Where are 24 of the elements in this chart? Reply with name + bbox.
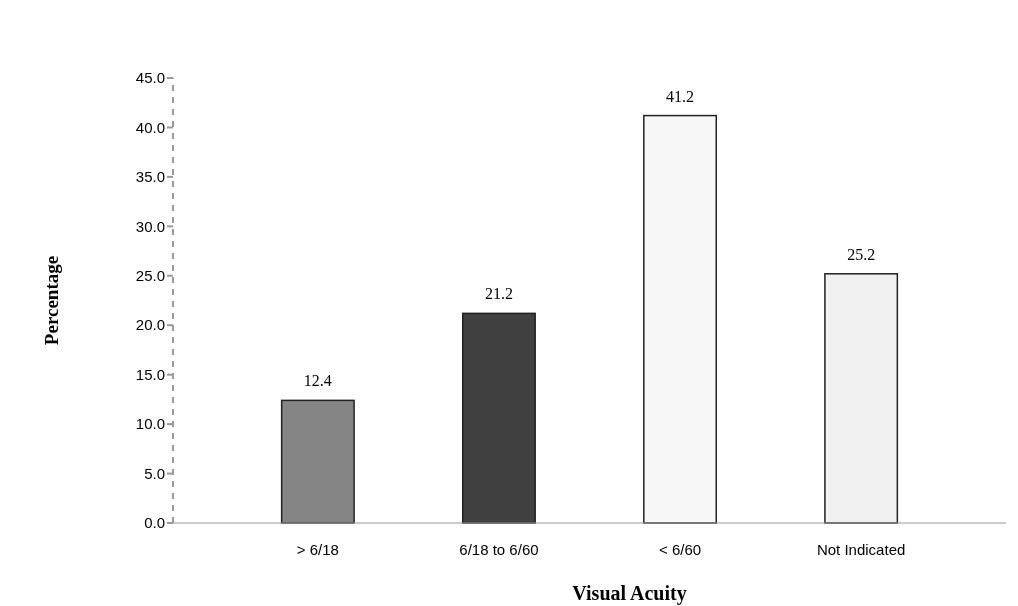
y-tick-label: 30.0 — [135, 217, 165, 235]
x-tick-label: Not Indicated — [816, 541, 906, 558]
y-tick-label: 5.0 — [144, 464, 165, 482]
x-tick-label: 6/18 to 6/60 — [459, 541, 539, 558]
y-tick-label: 10.0 — [135, 415, 165, 433]
bar — [461, 312, 536, 524]
bar — [280, 399, 355, 524]
data-label: 12.4 — [303, 372, 332, 390]
y-tick-label: 40.0 — [135, 118, 165, 136]
y-tick-label: 45.0 — [135, 69, 165, 87]
y-tick-label: 25.0 — [135, 267, 165, 285]
data-label: 21.2 — [484, 285, 513, 303]
bar — [643, 114, 718, 524]
x-axis-title: Visual Acuity — [572, 582, 687, 605]
bar — [824, 273, 899, 524]
data-label: 25.2 — [847, 245, 876, 263]
y-tick-label: 20.0 — [135, 316, 165, 334]
y-tick-label: 15.0 — [135, 365, 165, 383]
y-tick-label: 0.0 — [144, 514, 165, 532]
y-axis-title: Percentage — [41, 255, 62, 346]
x-tick-label: > 6/18 — [296, 541, 339, 558]
y-tick-label: 35.0 — [135, 168, 165, 186]
x-tick-label: < 6/60 — [658, 541, 702, 558]
data-label: 41.2 — [666, 87, 695, 105]
